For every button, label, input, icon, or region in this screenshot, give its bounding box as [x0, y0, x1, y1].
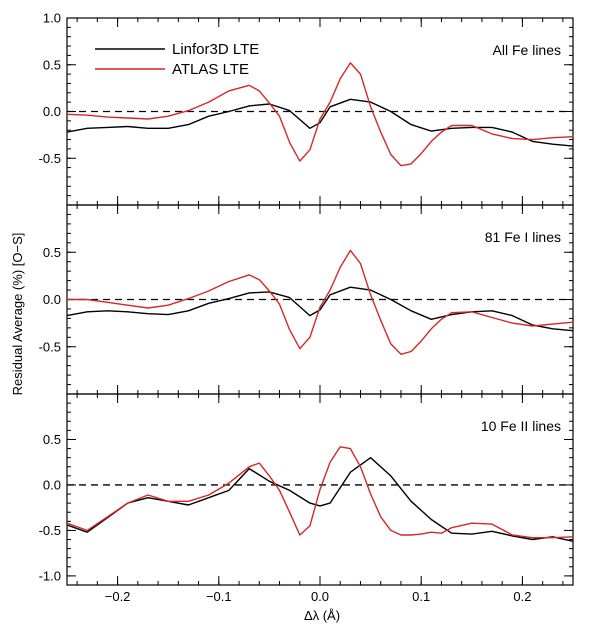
series-line-linfor3d-lte — [66, 457, 574, 542]
y-tick-label: 0.5 — [43, 432, 61, 447]
y-tick-label: 0.0 — [43, 104, 61, 119]
panel-label: 10 Fe II lines — [481, 418, 561, 434]
panel-label: All Fe lines — [493, 42, 561, 58]
y-tick-label: -0.5 — [39, 339, 61, 354]
legend: Linfor3D LTE ATLAS LTE — [95, 41, 259, 78]
legend-label: Linfor3D LTE — [172, 41, 259, 58]
y-axis-label: Residual Average (%) [O−S] — [10, 233, 25, 396]
panel-label: 81 Fe I lines — [485, 229, 561, 245]
y-tick-label: 1.0 — [43, 11, 61, 26]
series-line-linfor3d-lte — [66, 286, 574, 332]
series-line-atlas-lte — [66, 62, 574, 167]
legend-entry: ATLAS LTE — [95, 61, 249, 78]
series-line-atlas-lte — [67, 249, 574, 355]
y-tick-label: -0.5 — [39, 523, 61, 538]
x-axis-label: Δλ (Å) — [304, 608, 340, 623]
y-tick-label: 0.0 — [43, 477, 61, 492]
y-tick-label: -1.0 — [39, 568, 61, 583]
y-tick-label: -0.5 — [39, 151, 61, 166]
series-line-atlas-lte — [66, 446, 574, 539]
x-tick-label: 0.2 — [513, 589, 531, 604]
x-tick-label: 0.1 — [412, 589, 430, 604]
x-tick-label: −0.2 — [105, 589, 131, 604]
panel-2: -0.5 0.0 0.5 81 Fe I lines — [39, 204, 574, 395]
panel-3: -1.0 -0.5 0.0 0.5 −0.2 −0.1 0.0 0.1 0.2 10 Fe II … — [39, 393, 574, 604]
panels: -0.5 0.0 0.5 1.0 All Fe lines -0.5 0.0 0.5 81 Fe… — [39, 11, 574, 604]
x-tick-label: 0.0 — [311, 589, 329, 604]
legend-label: ATLAS LTE — [172, 61, 249, 78]
y-tick-label: 0.0 — [43, 292, 61, 307]
legend-entry: Linfor3D LTE — [95, 41, 259, 58]
panel-1: -0.5 0.0 0.5 1.0 All Fe lines — [39, 11, 574, 206]
y-tick-label: 0.5 — [43, 57, 61, 72]
series-line-linfor3d-lte — [66, 98, 574, 147]
x-tick-label: −0.1 — [206, 589, 232, 604]
y-tick-label: 0.5 — [43, 245, 61, 260]
